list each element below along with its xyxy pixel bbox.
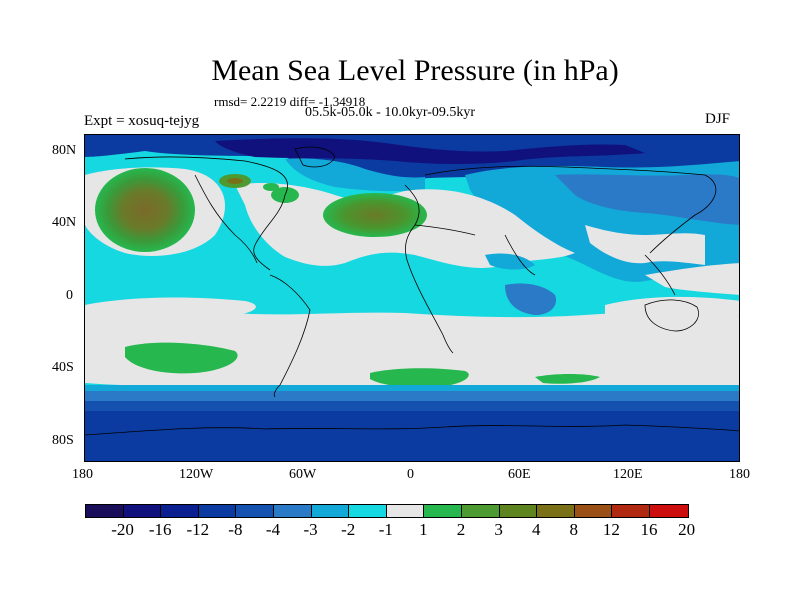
- lon-label-120e: 120E: [613, 467, 643, 482]
- legend-tick-label: -1: [378, 520, 393, 539]
- page-title: Mean Sea Level Pressure (in hPa): [211, 54, 619, 87]
- legend-tick-label: 4: [531, 520, 541, 539]
- lat-label-40s: 40S: [52, 360, 74, 375]
- legend-box: [461, 505, 500, 517]
- arctic-core: [215, 138, 645, 164]
- legend-tick-label: 20: [678, 520, 696, 539]
- period-subtitle: 05.5k-05.0k - 10.0kyr-09.5kyr: [305, 105, 476, 120]
- lat-label-0: 0: [66, 288, 73, 303]
- arabia-patch: [485, 253, 535, 270]
- legend-tick-label: -16: [148, 520, 172, 539]
- legend-tick-label: -3: [303, 520, 318, 539]
- season-label: DJF: [705, 111, 731, 127]
- map-svg: [85, 135, 739, 461]
- legend-box: [161, 505, 199, 517]
- south-atlantic-high: [370, 368, 469, 388]
- pacific-east-neutral: [645, 263, 739, 295]
- asia-neutral: [585, 225, 705, 265]
- legend-tick-label: 2: [456, 520, 466, 539]
- legend-box: [424, 505, 462, 517]
- legend-tick-label: 12: [602, 520, 620, 539]
- lat-label-80s: 80S: [52, 433, 74, 448]
- legend-box: [349, 505, 387, 517]
- legend-tick-label: -20: [111, 520, 134, 539]
- legend-box: [386, 505, 425, 517]
- north-pacific-high: [95, 168, 195, 252]
- canada-high-3: [263, 183, 279, 191]
- lon-label-180w: 180: [72, 467, 93, 482]
- siberia-low: [555, 174, 739, 225]
- lon-label-0: 0: [407, 467, 414, 482]
- legend-tick-label: 1: [419, 520, 428, 539]
- coastlines: [85, 146, 739, 436]
- legend-box: [236, 505, 274, 517]
- stats-subtitle: rmsd= 2.2219 diff= -1.34918: [214, 94, 366, 109]
- experiment-label: Expt = xosuq-tejyg: [84, 113, 200, 129]
- lon-label-180e: 180: [729, 467, 750, 482]
- legend-tick-label: -4: [265, 520, 281, 539]
- lat-label-80n: 80N: [52, 143, 77, 158]
- pacific-south-neutral: [85, 297, 256, 317]
- legend-box: [86, 505, 124, 517]
- legend-tick-label: -2: [341, 520, 356, 539]
- legend-box: [537, 505, 575, 517]
- legend-box: [574, 505, 613, 517]
- legend-box: [649, 505, 688, 517]
- canada-high-core: [227, 178, 243, 184]
- australia-neutral: [605, 296, 739, 317]
- sh-neutral-band: [85, 309, 739, 388]
- legend-box: [612, 505, 650, 517]
- legend-tick-label: -12: [186, 520, 210, 539]
- north-atlantic-high: [323, 193, 427, 237]
- legend-box: [311, 505, 350, 517]
- pressure-map: [84, 134, 740, 462]
- legend-box: [273, 505, 312, 517]
- southern-band-4: [85, 411, 739, 461]
- indian-ocean-low: [505, 283, 557, 315]
- legend-tick-label: 8: [569, 520, 579, 539]
- lon-label-120w: 120W: [179, 467, 214, 482]
- legend-tick-label: 16: [640, 520, 658, 539]
- legend-tick-label: -8: [228, 520, 243, 539]
- lon-label-60w: 60W: [289, 467, 317, 482]
- indian-ocean-high: [535, 374, 600, 384]
- south-pacific-high: [125, 342, 238, 374]
- legend-box: [123, 505, 162, 517]
- legend-box: [499, 505, 538, 517]
- legend-tick-label: 3: [494, 520, 503, 539]
- lon-label-60e: 60E: [508, 467, 531, 482]
- color-legend: [85, 504, 689, 518]
- lat-label-40n: 40N: [52, 215, 77, 230]
- legend-box: [198, 505, 237, 517]
